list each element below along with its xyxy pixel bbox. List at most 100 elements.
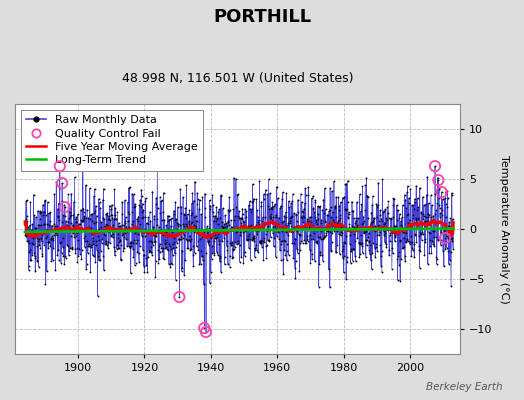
- Point: [42, 234, 50, 241]
- Point: [172, 232, 181, 238]
- Point: [328, 247, 336, 254]
- Point: [66, 212, 74, 219]
- Point: [214, 209, 222, 215]
- Point: [216, 192, 225, 198]
- Point: [137, 204, 145, 210]
- Point: [149, 223, 157, 230]
- Point: [401, 230, 410, 236]
- Point: [441, 188, 450, 195]
- Point: [94, 196, 103, 202]
- Point: [412, 207, 421, 214]
- Point: [29, 234, 37, 241]
- Point: [362, 228, 370, 234]
- Point: [110, 226, 118, 232]
- Point: [225, 208, 233, 214]
- Point: [317, 227, 325, 234]
- Point: [57, 259, 65, 266]
- Point: [252, 228, 260, 234]
- Point: [437, 226, 445, 232]
- Point: [149, 232, 158, 238]
- Point: [114, 244, 122, 251]
- Point: [140, 213, 149, 220]
- Point: [420, 202, 428, 208]
- Point: [406, 241, 414, 247]
- Point: [279, 270, 288, 277]
- Point: [47, 236, 55, 243]
- Point: [189, 243, 197, 249]
- Point: [412, 182, 420, 189]
- Point: [158, 248, 167, 255]
- Point: [226, 226, 235, 233]
- Point: [165, 261, 173, 267]
- Point: [358, 243, 366, 249]
- Point: [77, 256, 85, 262]
- Point: [106, 232, 115, 238]
- Point: [323, 227, 331, 234]
- Point: [362, 174, 370, 181]
- Point: [185, 221, 193, 227]
- Point: [313, 240, 321, 246]
- Point: [155, 224, 163, 230]
- Point: [202, 226, 211, 232]
- Point: [57, 227, 66, 233]
- Point: [414, 233, 423, 239]
- Point: [96, 205, 104, 211]
- Point: [439, 248, 447, 255]
- Point: [442, 214, 450, 220]
- Point: [349, 207, 357, 214]
- Point: [372, 241, 380, 247]
- Point: [411, 231, 419, 237]
- Point: [81, 238, 90, 244]
- Point: [255, 217, 263, 224]
- Point: [240, 223, 248, 229]
- Point: [359, 214, 367, 220]
- Point: [344, 215, 352, 221]
- Point: [75, 246, 83, 252]
- Point: [419, 216, 427, 222]
- Point: [105, 202, 114, 209]
- Point: [443, 233, 451, 239]
- Point: [427, 214, 435, 220]
- Point: [150, 212, 158, 219]
- Point: [229, 246, 237, 253]
- Point: [358, 250, 367, 256]
- Point: [296, 240, 304, 246]
- Point: [86, 241, 95, 248]
- Point: [102, 211, 110, 218]
- Point: [253, 247, 261, 253]
- Point: [435, 184, 443, 191]
- Point: [160, 237, 169, 244]
- Point: [357, 240, 366, 246]
- Point: [84, 250, 92, 256]
- Point: [388, 250, 397, 256]
- Point: [416, 265, 424, 271]
- Point: [21, 231, 29, 238]
- Point: [41, 212, 50, 218]
- Point: [305, 226, 313, 232]
- Point: [396, 237, 405, 243]
- Point: [269, 224, 278, 230]
- Point: [326, 229, 334, 236]
- Point: [239, 260, 248, 266]
- Point: [362, 237, 370, 244]
- Point: [330, 219, 338, 225]
- Point: [381, 206, 389, 212]
- Point: [325, 284, 334, 290]
- Point: [78, 218, 86, 224]
- Point: [391, 222, 400, 229]
- Point: [180, 272, 188, 278]
- Point: [304, 192, 313, 198]
- Point: [158, 217, 166, 223]
- Point: [378, 269, 386, 275]
- Point: [246, 256, 255, 263]
- Point: [30, 250, 38, 256]
- Point: [32, 231, 41, 237]
- Point: [341, 181, 350, 188]
- Point: [52, 227, 60, 234]
- Point: [214, 231, 223, 237]
- Point: [342, 276, 351, 282]
- Point: [206, 206, 214, 212]
- Point: [84, 214, 93, 221]
- Point: [94, 253, 103, 259]
- Point: [332, 249, 340, 256]
